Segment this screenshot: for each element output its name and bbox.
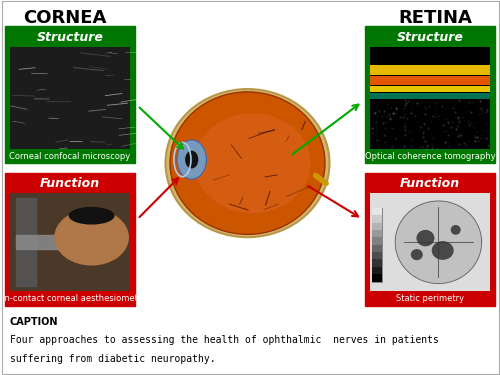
Text: suffering from diabetic neuropathy.: suffering from diabetic neuropathy. <box>10 354 216 364</box>
FancyBboxPatch shape <box>365 26 495 163</box>
Ellipse shape <box>432 241 454 260</box>
Ellipse shape <box>177 140 206 179</box>
FancyBboxPatch shape <box>372 208 382 282</box>
Ellipse shape <box>450 225 460 235</box>
Text: RETINA: RETINA <box>398 9 472 27</box>
FancyBboxPatch shape <box>370 93 490 99</box>
Text: Corneal confocal microscopy: Corneal confocal microscopy <box>10 152 130 161</box>
FancyBboxPatch shape <box>372 237 382 245</box>
Text: CORNEA: CORNEA <box>24 9 106 27</box>
FancyBboxPatch shape <box>372 252 382 260</box>
Text: Function: Function <box>400 177 460 190</box>
FancyArrowPatch shape <box>316 176 326 183</box>
FancyBboxPatch shape <box>370 47 490 149</box>
Text: Structure: Structure <box>36 31 104 44</box>
Text: Optical coherence tomography: Optical coherence tomography <box>364 152 496 161</box>
Ellipse shape <box>185 151 198 168</box>
Ellipse shape <box>68 207 114 225</box>
FancyBboxPatch shape <box>10 193 130 291</box>
FancyBboxPatch shape <box>5 26 135 163</box>
FancyBboxPatch shape <box>370 65 490 75</box>
Ellipse shape <box>170 92 325 234</box>
FancyBboxPatch shape <box>10 47 130 149</box>
Text: Function: Function <box>40 177 100 190</box>
FancyBboxPatch shape <box>372 260 382 267</box>
FancyBboxPatch shape <box>372 223 382 230</box>
FancyBboxPatch shape <box>365 172 495 306</box>
Text: Non-contact corneal aesthesiometry: Non-contact corneal aesthesiometry <box>0 294 146 303</box>
FancyBboxPatch shape <box>10 193 130 291</box>
Text: CAPTION: CAPTION <box>10 317 58 327</box>
Ellipse shape <box>166 89 330 237</box>
Text: Structure: Structure <box>396 31 464 44</box>
FancyBboxPatch shape <box>372 274 382 282</box>
FancyBboxPatch shape <box>370 47 490 149</box>
FancyBboxPatch shape <box>372 208 382 215</box>
FancyBboxPatch shape <box>10 47 130 149</box>
FancyBboxPatch shape <box>370 76 490 85</box>
FancyBboxPatch shape <box>370 86 490 92</box>
FancyBboxPatch shape <box>370 193 490 291</box>
Ellipse shape <box>411 249 423 260</box>
FancyBboxPatch shape <box>372 245 382 252</box>
Circle shape <box>55 210 128 265</box>
FancyBboxPatch shape <box>5 172 135 306</box>
Ellipse shape <box>194 113 310 213</box>
FancyBboxPatch shape <box>372 230 382 237</box>
Polygon shape <box>395 201 482 284</box>
FancyBboxPatch shape <box>372 267 382 274</box>
FancyBboxPatch shape <box>370 193 490 291</box>
Ellipse shape <box>416 230 434 246</box>
Text: Four approaches to assessing the health of ophthalmic  nerves in patients: Four approaches to assessing the health … <box>10 335 439 345</box>
FancyBboxPatch shape <box>372 215 382 223</box>
Text: Static perimetry: Static perimetry <box>396 294 464 303</box>
